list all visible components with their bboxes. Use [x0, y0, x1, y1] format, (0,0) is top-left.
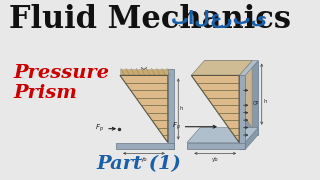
- Text: h: h: [180, 106, 183, 111]
- Polygon shape: [204, 128, 258, 135]
- Text: yb: yb: [140, 157, 147, 162]
- Text: بالعربى: بالعربى: [171, 10, 268, 28]
- Text: Fluid Mechanics: Fluid Mechanics: [9, 4, 291, 35]
- Text: h: h: [263, 99, 267, 104]
- Polygon shape: [187, 143, 245, 149]
- Polygon shape: [204, 61, 252, 128]
- Text: CP: CP: [253, 101, 259, 105]
- Polygon shape: [168, 69, 174, 149]
- Polygon shape: [120, 75, 168, 143]
- Polygon shape: [120, 69, 168, 75]
- Polygon shape: [245, 61, 258, 149]
- Polygon shape: [239, 61, 258, 75]
- Text: Pressure: Pressure: [13, 64, 109, 82]
- Text: $F_p$: $F_p$: [172, 121, 181, 132]
- Polygon shape: [187, 128, 258, 143]
- Text: $F_p$: $F_p$: [95, 123, 104, 134]
- Polygon shape: [252, 61, 258, 135]
- Text: yb: yb: [212, 157, 219, 162]
- Polygon shape: [191, 75, 239, 143]
- Text: Part (1): Part (1): [97, 155, 181, 173]
- Polygon shape: [239, 75, 245, 149]
- Text: Prism: Prism: [13, 84, 77, 102]
- Polygon shape: [191, 61, 252, 75]
- Polygon shape: [116, 143, 174, 149]
